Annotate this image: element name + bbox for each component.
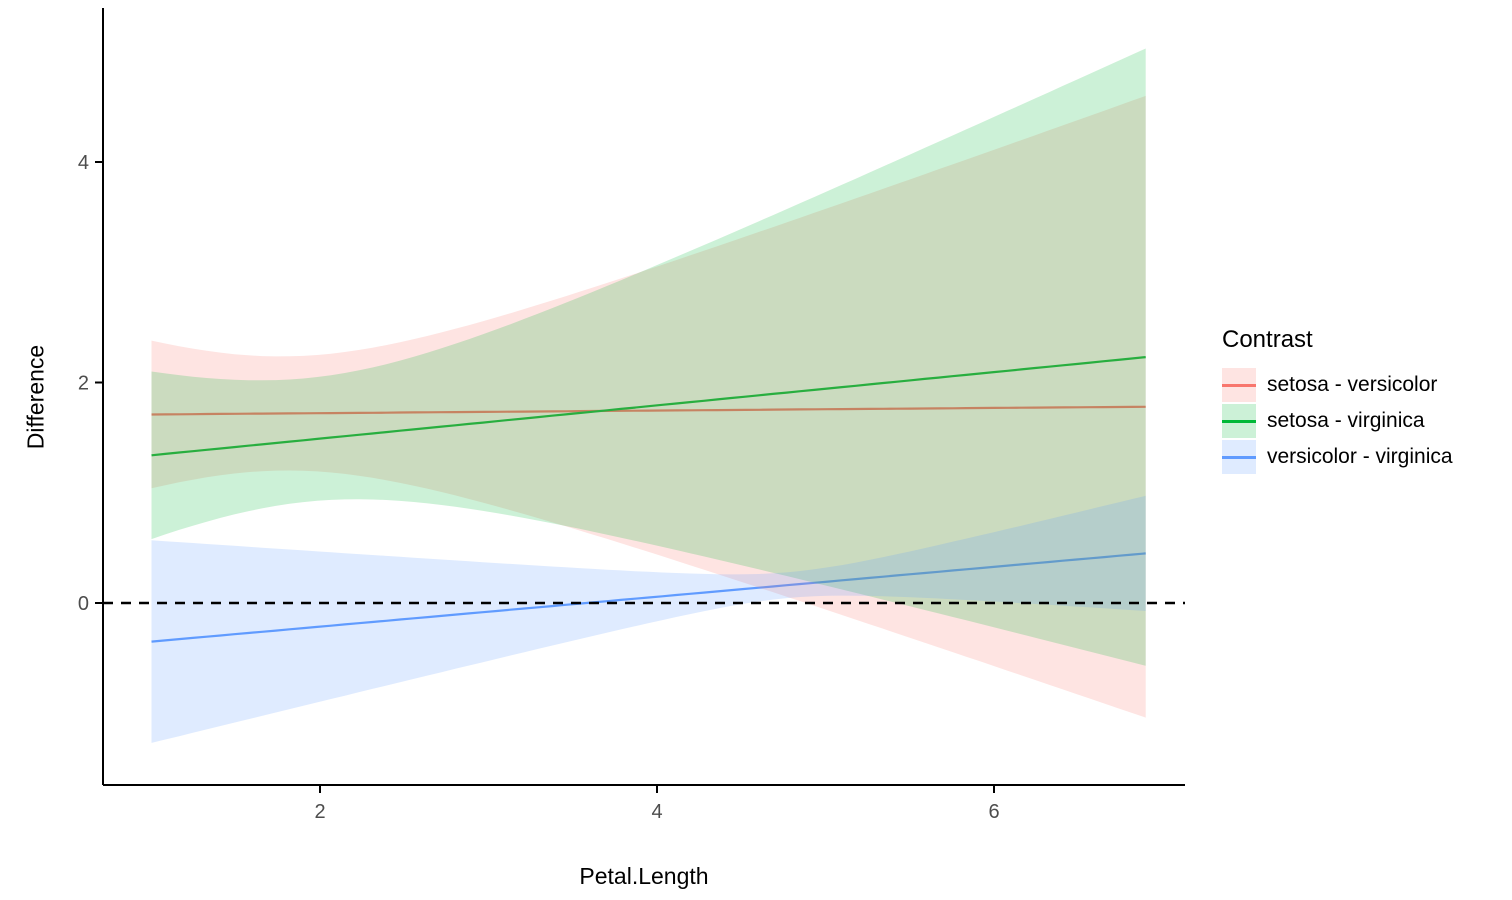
x-axis-title: Petal.Length [579, 863, 709, 889]
legend-key-fill [1222, 368, 1256, 402]
legend-swatch-setosa-virginica [1222, 404, 1256, 438]
x-tick-label: 2 [314, 801, 325, 823]
legend-key-line [1222, 456, 1256, 459]
legend-key-line [1222, 420, 1256, 423]
legend-items: setosa - versicolor setosa - virginica ver… [1222, 368, 1453, 474]
legend-key-fill [1222, 440, 1256, 474]
x-tick-label: 6 [988, 801, 999, 823]
legend-label: versicolor - virginica [1267, 445, 1453, 468]
confidence-bands-layer [151, 48, 1146, 743]
legend-item-versicolor-virginica: versicolor - virginica [1222, 440, 1453, 474]
x-tick-label: 4 [651, 801, 662, 823]
legend-label: setosa - virginica [1267, 409, 1425, 432]
legend-key-line [1222, 384, 1256, 387]
series-line-setosa-virginica [151, 356, 1146, 457]
series-line-setosa-versicolor [151, 405, 1146, 416]
y-tick-label: 4 [78, 152, 89, 174]
series-lines-layer [151, 356, 1146, 643]
legend-swatch-versicolor-virginica [1222, 440, 1256, 474]
y-tick-label: 2 [78, 373, 89, 395]
legend-title: Contrast [1222, 326, 1313, 353]
legend-swatch-setosa-versicolor [1222, 368, 1256, 402]
legend-item-setosa-versicolor: setosa - versicolor [1222, 368, 1453, 402]
y-axis-title: Difference [22, 344, 49, 450]
legend-key-fill [1222, 404, 1256, 438]
confidence-band-versicolor-virginica [151, 495, 1146, 743]
series-line-versicolor-virginica [151, 552, 1146, 643]
y-tick-label: 0 [78, 593, 89, 615]
legend-label: setosa - versicolor [1267, 373, 1438, 396]
confidence-band-setosa-versicolor [151, 95, 1146, 718]
legend: Contrast setosa - versicolor setosa - vir… [1222, 326, 1453, 476]
legend-item-setosa-virginica: setosa - virginica [1222, 404, 1453, 438]
confidence-band-setosa-virginica [151, 48, 1146, 666]
